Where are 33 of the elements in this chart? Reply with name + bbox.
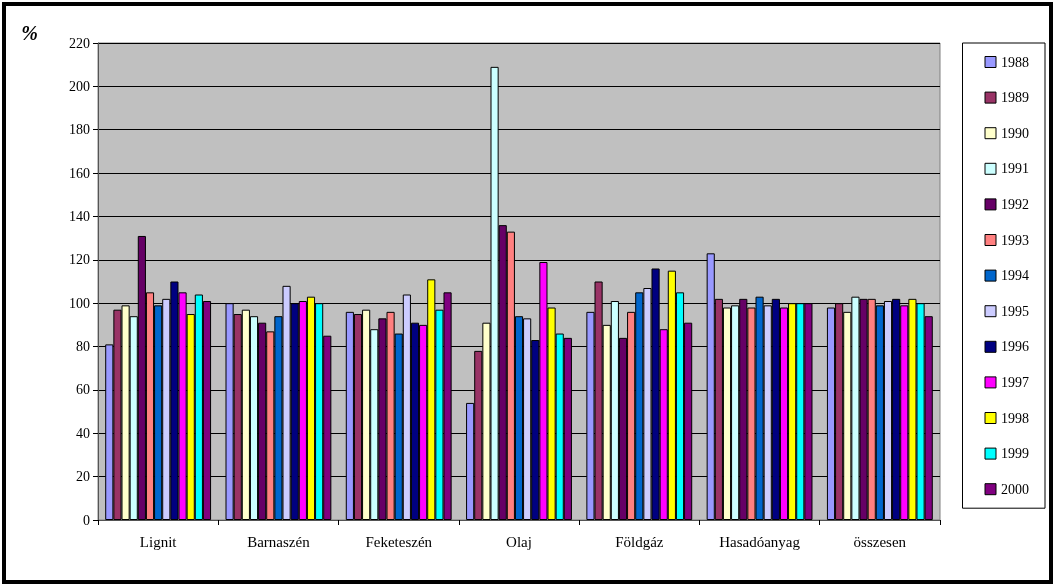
- y-tick-label: 200: [69, 78, 90, 94]
- x-tick-label: Földgáz: [615, 533, 664, 550]
- y-tick-label: 220: [69, 35, 90, 51]
- y-tick-label: 140: [69, 208, 90, 224]
- legend-label: 1999: [1001, 446, 1029, 462]
- legend-label: 2000: [1001, 481, 1029, 497]
- x-tick-label: Feketeszén: [365, 533, 433, 550]
- legend-label: 1996: [1001, 339, 1029, 355]
- y-tick-label: 0: [83, 512, 90, 528]
- legend-label: 1991: [1001, 161, 1029, 177]
- y-tick-label: 80: [76, 339, 90, 355]
- y-tick-label: 40: [76, 425, 90, 441]
- legend-label: 1995: [1001, 303, 1029, 319]
- x-tick-label: Hasadóanyag: [719, 533, 801, 550]
- legend-label: 1992: [1001, 196, 1029, 212]
- y-tick-label: 60: [76, 382, 90, 398]
- legend-label: 1993: [1001, 232, 1029, 248]
- legend-label: 1994: [1001, 268, 1029, 284]
- x-tick-label: összesen: [853, 533, 907, 550]
- legend-label: 1998: [1001, 410, 1029, 426]
- x-tick-label: Barnaszén: [247, 533, 311, 550]
- y-tick-label: 20: [76, 469, 90, 485]
- x-tick-label: Olaj: [506, 533, 532, 550]
- x-tick-label: Lignit: [139, 533, 178, 550]
- legend-label: 1997: [1001, 374, 1029, 390]
- legend-label: 1988: [1001, 54, 1029, 70]
- y-tick-label: 100: [69, 295, 90, 311]
- legend-label: 1990: [1001, 125, 1029, 141]
- y-tick-label: 120: [69, 252, 90, 268]
- y-tick-label: 180: [69, 122, 90, 138]
- y-axis-title: %: [21, 22, 38, 44]
- legend-label: 1989: [1001, 90, 1029, 106]
- y-tick-label: 160: [69, 165, 90, 181]
